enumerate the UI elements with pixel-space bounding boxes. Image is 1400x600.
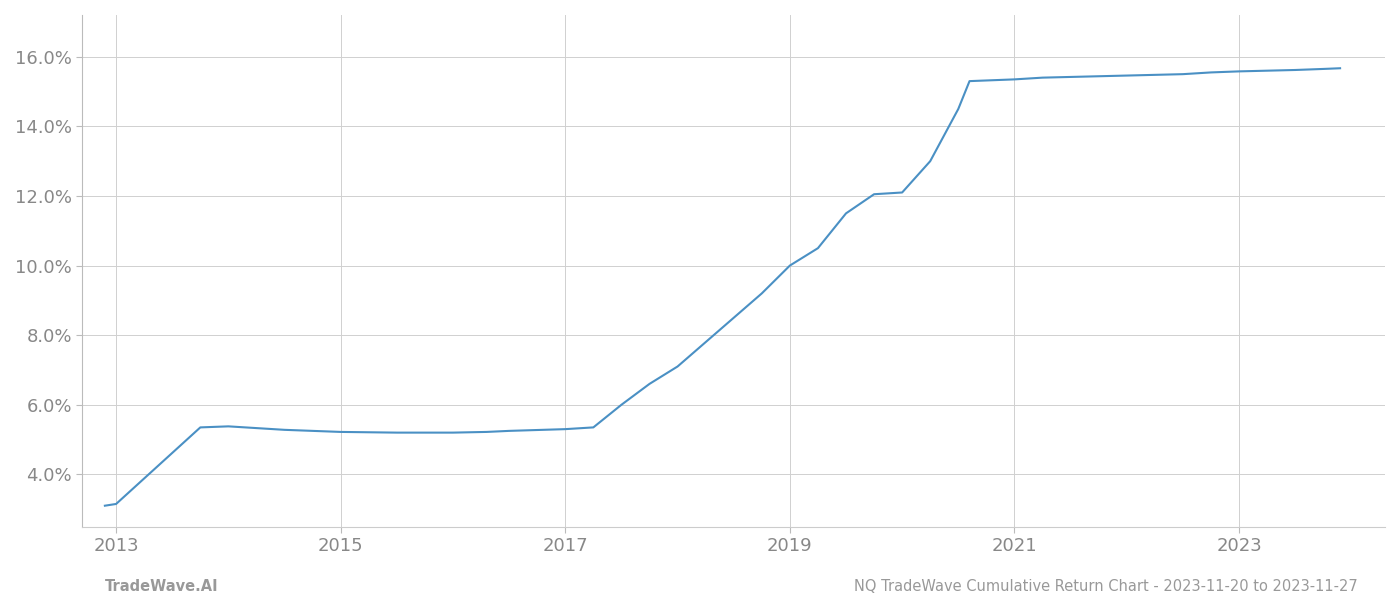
- Text: TradeWave.AI: TradeWave.AI: [105, 579, 218, 594]
- Text: NQ TradeWave Cumulative Return Chart - 2023-11-20 to 2023-11-27: NQ TradeWave Cumulative Return Chart - 2…: [854, 579, 1358, 594]
